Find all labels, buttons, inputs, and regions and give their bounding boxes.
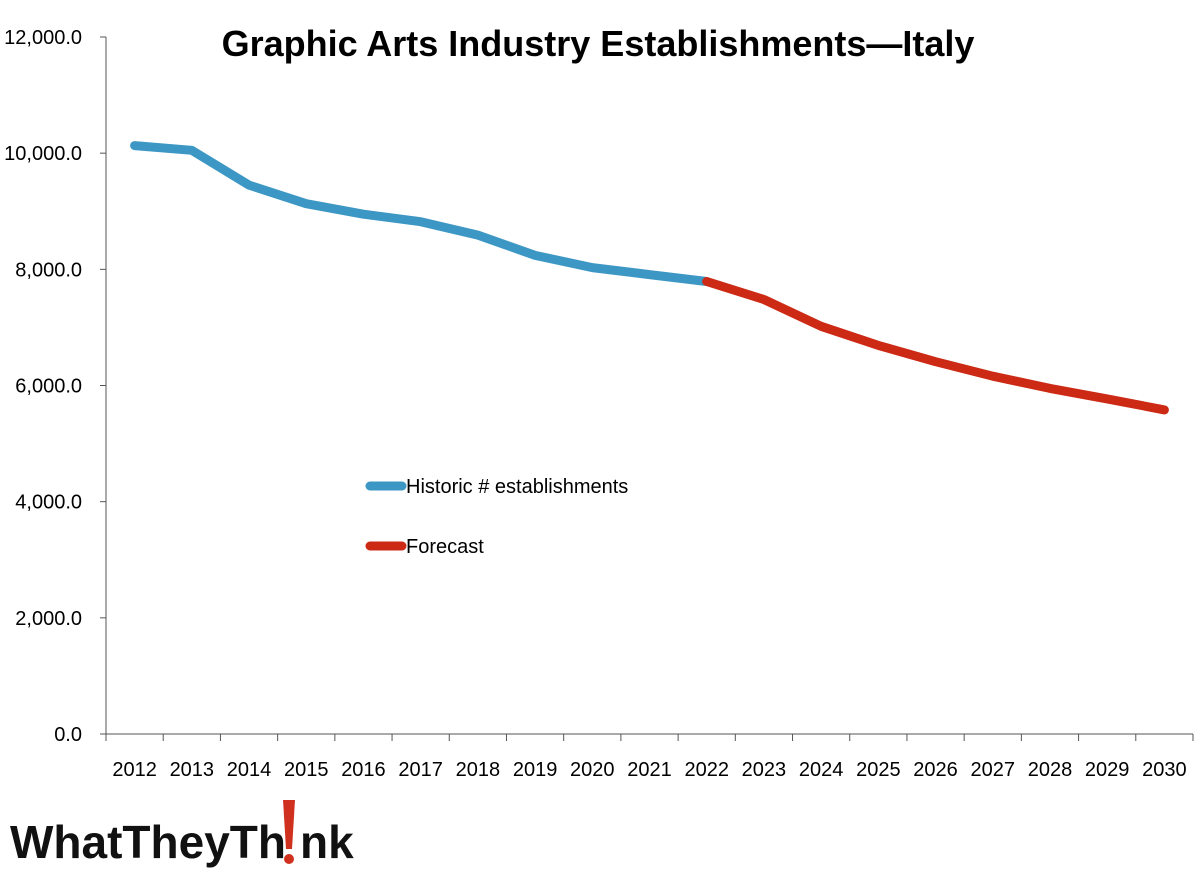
logo-exclamation-icon bbox=[283, 800, 295, 849]
x-tick-label: 2024 bbox=[799, 759, 844, 781]
y-axis: 0.0 2,000.0 4,000.0 6,000.0 8,000.0 10,000.0 1… bbox=[4, 27, 107, 746]
chart-title: Graphic Arts Industry Establishments—Ita… bbox=[222, 23, 975, 64]
whattheythink-logo: WhatTheyTh nk bbox=[10, 800, 354, 868]
x-tick-label: 2026 bbox=[913, 759, 958, 781]
y-tick-label: 8,000.0 bbox=[15, 259, 82, 281]
y-tick-label: 12,000.0 bbox=[4, 27, 82, 49]
x-tick-label: 2017 bbox=[398, 759, 443, 781]
x-tick-label: 2027 bbox=[971, 759, 1016, 781]
legend-label-historic-establishments: Historic # establishments bbox=[406, 476, 628, 498]
logo-text-after: nk bbox=[300, 816, 354, 868]
x-tick-label: 2020 bbox=[570, 759, 615, 781]
x-tick-label: 2014 bbox=[227, 759, 272, 781]
x-tick-label: 2022 bbox=[684, 759, 729, 781]
y-tick-label: 4,000.0 bbox=[15, 492, 82, 514]
x-axis: 2012 2013 2014 2015 2016 2017 2018 2019 2020 2021… bbox=[105, 733, 1194, 781]
x-tick-label: 2013 bbox=[170, 759, 215, 781]
logo-text-before: WhatTheyTh bbox=[10, 816, 286, 868]
x-tick-label: 2016 bbox=[341, 759, 386, 781]
y-tick-label: 2,000.0 bbox=[15, 608, 82, 630]
x-tick-label: 2025 bbox=[856, 759, 901, 781]
legend: Historic # establishments Forecast bbox=[365, 476, 628, 558]
x-tick-label: 2030 bbox=[1142, 759, 1187, 781]
legend-label-forecast: Forecast bbox=[406, 536, 484, 558]
x-tick-label: 2021 bbox=[627, 759, 672, 781]
x-tick-label: 2012 bbox=[112, 759, 157, 781]
x-tick-label: 2019 bbox=[513, 759, 558, 781]
x-tick-label: 2028 bbox=[1028, 759, 1073, 781]
x-tick-label: 2015 bbox=[284, 759, 329, 781]
x-tick-label: 2018 bbox=[456, 759, 501, 781]
y-tick-label: 0.0 bbox=[54, 724, 82, 746]
y-tick-label: 10,000.0 bbox=[4, 143, 82, 165]
y-tick-label: 6,000.0 bbox=[15, 376, 82, 398]
series-line-historic-establishments bbox=[130, 141, 712, 286]
series-line-forecast bbox=[702, 277, 1169, 415]
x-tick-label: 2029 bbox=[1085, 759, 1130, 781]
series-layer bbox=[130, 141, 1169, 415]
logo-exclamation-dot-icon bbox=[284, 854, 294, 864]
x-tick-label: 2023 bbox=[742, 759, 787, 781]
